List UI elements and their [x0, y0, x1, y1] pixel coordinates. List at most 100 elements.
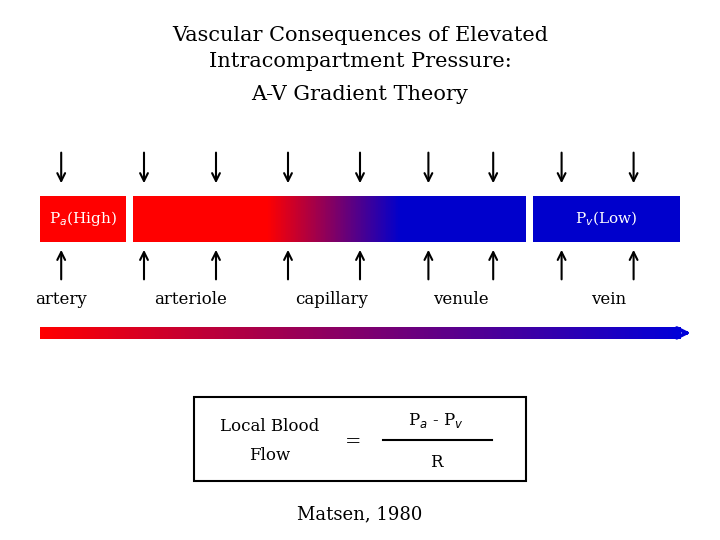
- Bar: [48, 327, 53, 339]
- Text: P$_v$(Low): P$_v$(Low): [575, 210, 638, 228]
- Bar: [402, 327, 408, 339]
- Bar: [121, 327, 126, 339]
- Bar: [168, 327, 173, 339]
- Bar: [548, 327, 553, 339]
- Bar: [210, 327, 215, 339]
- Bar: [396, 195, 399, 241]
- Bar: [279, 327, 284, 339]
- Bar: [351, 327, 356, 339]
- Bar: [348, 195, 351, 241]
- Bar: [253, 327, 258, 339]
- Bar: [388, 195, 390, 241]
- Bar: [650, 327, 655, 339]
- Bar: [270, 195, 272, 241]
- Bar: [484, 327, 489, 339]
- Bar: [364, 195, 367, 241]
- Bar: [326, 195, 329, 241]
- Bar: [112, 327, 117, 339]
- Text: Vascular Consequences of Elevated: Vascular Consequences of Elevated: [172, 25, 548, 45]
- Bar: [189, 327, 194, 339]
- Bar: [387, 195, 389, 241]
- Bar: [307, 195, 309, 241]
- Text: Local Blood: Local Blood: [220, 418, 320, 435]
- Bar: [223, 327, 228, 339]
- Bar: [95, 327, 100, 339]
- Bar: [294, 195, 297, 241]
- Bar: [586, 327, 591, 339]
- Bar: [454, 327, 459, 339]
- Bar: [245, 327, 250, 339]
- Bar: [66, 327, 71, 339]
- Bar: [108, 327, 113, 339]
- Bar: [57, 327, 62, 339]
- Bar: [400, 195, 526, 241]
- Bar: [590, 327, 595, 339]
- Bar: [462, 327, 467, 339]
- Bar: [356, 327, 361, 339]
- Bar: [310, 195, 312, 241]
- Bar: [557, 327, 562, 339]
- Text: capillary: capillary: [294, 291, 368, 308]
- Bar: [330, 195, 332, 241]
- Bar: [471, 327, 476, 339]
- Bar: [292, 195, 294, 241]
- Bar: [582, 327, 587, 339]
- Bar: [350, 195, 352, 241]
- Bar: [104, 327, 109, 339]
- Bar: [608, 327, 613, 339]
- Bar: [346, 195, 348, 241]
- Bar: [382, 327, 387, 339]
- Text: arteriole: arteriole: [154, 291, 228, 308]
- Bar: [533, 195, 680, 241]
- Bar: [219, 327, 224, 339]
- Bar: [266, 327, 271, 339]
- Bar: [394, 327, 399, 339]
- Bar: [616, 327, 621, 339]
- Bar: [663, 327, 668, 339]
- Bar: [155, 327, 160, 339]
- Bar: [288, 195, 290, 241]
- Bar: [82, 327, 87, 339]
- Bar: [369, 327, 374, 339]
- Bar: [595, 327, 600, 339]
- Text: =: =: [345, 433, 361, 451]
- Bar: [353, 195, 356, 241]
- Bar: [497, 327, 502, 339]
- Bar: [130, 327, 135, 339]
- Text: P$_a$ - P$_v$: P$_a$ - P$_v$: [408, 411, 464, 430]
- Bar: [323, 195, 325, 241]
- Bar: [647, 327, 651, 339]
- Bar: [395, 195, 397, 241]
- Bar: [634, 327, 639, 339]
- Bar: [407, 327, 412, 339]
- Bar: [280, 195, 282, 241]
- Bar: [428, 327, 433, 339]
- Bar: [333, 195, 336, 241]
- Bar: [373, 327, 378, 339]
- Bar: [86, 327, 91, 339]
- Bar: [488, 327, 493, 339]
- Bar: [146, 327, 151, 339]
- Bar: [599, 327, 604, 339]
- Bar: [565, 327, 570, 339]
- Bar: [531, 327, 536, 339]
- Bar: [172, 327, 177, 339]
- Text: venule: venule: [433, 291, 489, 308]
- Bar: [433, 327, 438, 339]
- Text: vein: vein: [591, 291, 626, 308]
- Bar: [311, 195, 314, 241]
- Bar: [284, 195, 287, 241]
- Bar: [334, 327, 339, 339]
- Bar: [672, 327, 677, 339]
- Bar: [298, 195, 300, 241]
- Bar: [629, 327, 634, 339]
- Bar: [391, 195, 394, 241]
- Bar: [70, 327, 74, 339]
- Bar: [331, 195, 334, 241]
- Bar: [398, 327, 403, 339]
- Bar: [320, 195, 322, 241]
- Bar: [322, 327, 327, 339]
- Bar: [194, 397, 526, 481]
- Bar: [398, 195, 400, 241]
- Bar: [262, 327, 266, 339]
